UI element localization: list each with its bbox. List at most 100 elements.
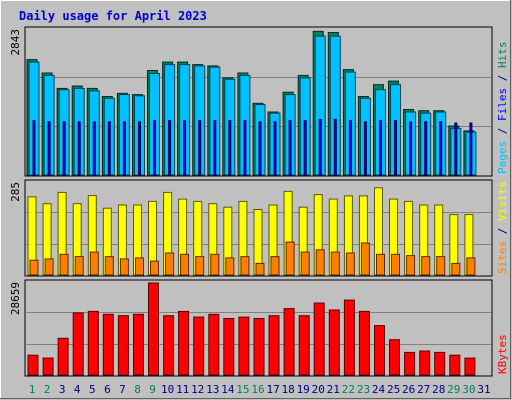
pages-bar xyxy=(198,120,202,176)
sites-bar xyxy=(195,256,205,276)
y-max-label: 285 xyxy=(9,182,22,202)
panel-visits-sites: 285 xyxy=(9,179,493,277)
day-label: 13 xyxy=(206,383,219,396)
sites-bar xyxy=(300,251,310,276)
side-label-part: Visits xyxy=(496,181,509,221)
sites-bar xyxy=(270,256,280,276)
sites-bar xyxy=(104,256,114,276)
kbytes-bar xyxy=(163,315,175,376)
side-label-top: Pages / Files / Hits xyxy=(496,42,509,175)
pages-bar xyxy=(288,120,292,176)
pages-bar xyxy=(243,120,247,176)
kbytes-bar xyxy=(238,316,250,376)
sites-bar xyxy=(89,251,99,276)
side-label-part: Sites xyxy=(496,241,509,274)
sites-bar xyxy=(285,241,295,276)
day-label: 12 xyxy=(191,383,204,396)
kbytes-bar xyxy=(42,357,54,376)
kbytes-bar xyxy=(389,339,400,376)
day-label: 25 xyxy=(387,383,400,396)
kbytes-bar xyxy=(117,315,129,376)
day-label: 2 xyxy=(44,383,51,396)
day-label: 24 xyxy=(372,383,386,396)
kbytes-bar xyxy=(87,310,99,376)
kbytes-bar xyxy=(419,350,431,376)
sites-bar xyxy=(421,256,431,276)
sites-bar xyxy=(165,252,175,276)
kbytes-bar xyxy=(102,313,114,376)
pages-bar xyxy=(258,121,262,176)
kbytes-bar xyxy=(148,282,159,376)
kbytes-bar xyxy=(404,351,416,376)
side-label-bottom: KBytes xyxy=(496,334,509,374)
side-label-part: Hits xyxy=(496,42,509,69)
sites-bar xyxy=(240,256,250,276)
panel-frame xyxy=(24,26,493,177)
kbytes-bar xyxy=(178,310,190,376)
pages-bar xyxy=(409,121,413,176)
pages-bar xyxy=(92,121,96,176)
sites-bar xyxy=(180,253,190,276)
kbytes-bar xyxy=(328,309,340,376)
kbytes-bar xyxy=(283,308,295,376)
kbytes-bar xyxy=(253,318,265,376)
side-label-part: Pages xyxy=(496,141,509,174)
pages-bar xyxy=(62,121,66,176)
day-label: 27 xyxy=(417,383,430,396)
day-label: 15 xyxy=(236,383,249,396)
day-label: 3 xyxy=(59,383,66,396)
kbytes-bar xyxy=(223,318,235,376)
side-label-middle: Sites / Visits xyxy=(496,181,509,274)
sites-bar xyxy=(406,255,416,276)
kbytes-bar xyxy=(358,310,370,376)
pages-bar xyxy=(213,120,217,176)
pages-bar xyxy=(228,120,232,176)
sites-bar xyxy=(330,251,340,276)
chart-title: Daily usage for April 2023 xyxy=(19,9,207,23)
day-label: 20 xyxy=(312,383,325,396)
panel-kbytes: 28659 xyxy=(9,279,493,377)
panel-hits-files-pages: 2843 xyxy=(9,26,493,177)
day-label: 22 xyxy=(342,383,355,396)
pages-bar xyxy=(318,118,322,176)
day-label: 16 xyxy=(251,383,264,396)
kbytes-bar xyxy=(434,351,446,376)
pages-bar xyxy=(183,120,187,176)
pages-bar xyxy=(32,120,36,176)
kbytes-bar xyxy=(208,313,220,376)
pages-bar xyxy=(47,121,51,176)
side-label-part: KBytes xyxy=(496,334,509,374)
day-label: 31 xyxy=(477,383,490,396)
sites-bar xyxy=(436,256,446,276)
kbytes-bar xyxy=(449,354,461,376)
kbytes-bar xyxy=(343,299,355,376)
day-label: 8 xyxy=(134,383,141,396)
kbytes-bar xyxy=(268,315,280,376)
sites-bar xyxy=(225,257,235,276)
day-label: 19 xyxy=(297,383,310,396)
pages-bar xyxy=(363,121,367,176)
pages-bar xyxy=(394,120,397,176)
pages-bar xyxy=(153,120,156,176)
pages-bar xyxy=(77,121,81,176)
day-label: 21 xyxy=(327,383,340,396)
side-legends: Pages / Files / Hits Sites / Visits KBytes xyxy=(496,42,509,375)
sites-bar xyxy=(44,258,54,276)
day-label: 5 xyxy=(89,383,96,396)
pages-bar xyxy=(122,121,126,176)
side-label-part: / xyxy=(496,68,509,88)
kbytes-bar xyxy=(298,315,310,376)
pages-bar xyxy=(107,121,111,176)
kbytes-bar xyxy=(72,312,84,376)
sites-bar xyxy=(315,249,325,276)
day-label: 9 xyxy=(149,383,156,396)
day-label: 4 xyxy=(74,383,81,396)
pages-bar xyxy=(168,120,172,176)
day-label: 29 xyxy=(447,383,460,396)
side-label-part: Files xyxy=(496,88,509,121)
kbytes-bar xyxy=(57,337,69,376)
day-label: 14 xyxy=(221,383,235,396)
day-label: 26 xyxy=(402,383,415,396)
panel-frame xyxy=(24,179,493,277)
